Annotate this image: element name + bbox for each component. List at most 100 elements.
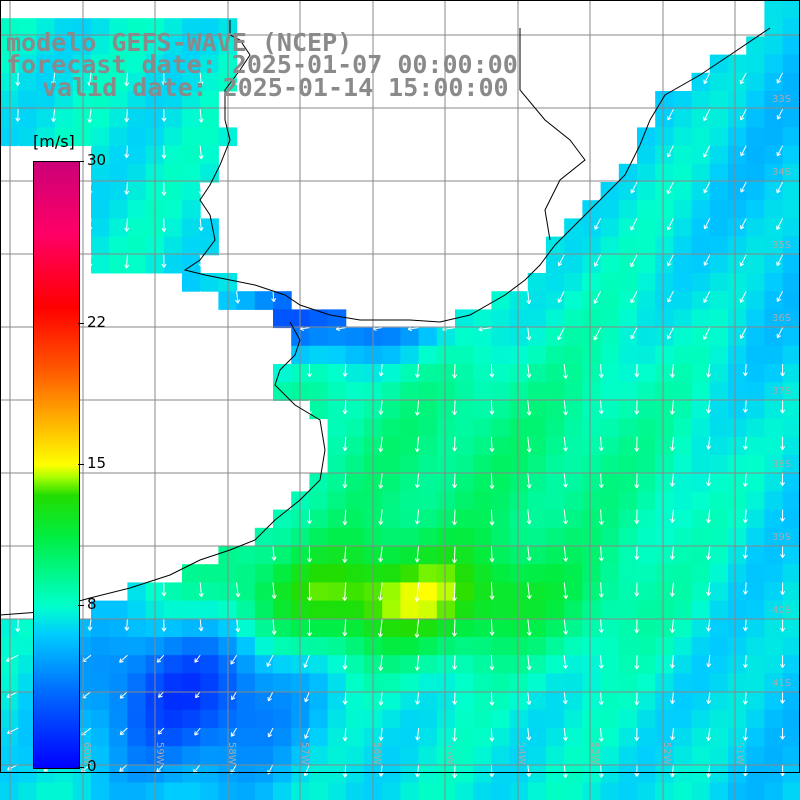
wind-cell — [764, 782, 784, 800]
wind-cell — [309, 582, 329, 602]
wind-arrow — [87, 72, 93, 87]
wind-cell — [746, 436, 765, 456]
wind-cell — [236, 618, 256, 638]
wind-cell — [564, 309, 583, 329]
wind-arrow — [598, 618, 604, 634]
wind-cell — [109, 637, 128, 656]
wind-cell — [400, 764, 420, 784]
wind-cell — [509, 455, 529, 474]
wind-cell — [309, 618, 329, 638]
wind-cell — [728, 327, 747, 347]
wind-cell — [0, 91, 19, 110]
wind-cell — [637, 473, 656, 492]
wind-cell — [564, 473, 583, 492]
wind-cell — [782, 691, 800, 711]
wind-cell — [200, 564, 219, 583]
wind-arrow — [452, 473, 458, 489]
wind-arrow — [415, 691, 421, 705]
wind-arrow — [119, 727, 128, 736]
wind-cell — [582, 655, 602, 674]
wind-cell — [455, 345, 474, 365]
wind-cell — [72, 54, 92, 74]
wind-cell — [491, 637, 511, 656]
wind-arrow — [124, 145, 130, 159]
wind-cell — [182, 273, 201, 292]
wind-cell — [473, 400, 492, 420]
wind-cell — [418, 673, 438, 693]
wind-cell — [345, 491, 365, 511]
wind-cell — [746, 364, 765, 383]
wind-cell — [764, 728, 784, 747]
wind-cell — [18, 728, 37, 747]
wind-cell — [764, 0, 784, 19]
wind-arrow — [563, 363, 568, 379]
wind-cell — [236, 673, 256, 693]
wind-cell — [236, 728, 256, 747]
wind-arrow — [378, 691, 384, 706]
wind-arrow — [526, 582, 532, 600]
wind-arrow — [669, 618, 675, 633]
wind-cell — [618, 546, 638, 565]
wind-cell — [91, 618, 110, 638]
wind-arrow — [15, 618, 21, 633]
wind-cell — [382, 400, 401, 420]
wind-cell — [655, 218, 674, 238]
wind-cell — [91, 91, 110, 110]
wind-cell — [418, 491, 438, 511]
wind-cell — [582, 455, 602, 474]
wind-arrow — [489, 582, 495, 600]
wind-cell — [54, 782, 74, 800]
wind-cell — [691, 236, 711, 256]
wind-cell — [709, 455, 729, 474]
wind-arrow — [742, 400, 748, 413]
wind-cell — [509, 564, 529, 583]
wind-cell — [18, 709, 37, 729]
wind-cell — [345, 509, 365, 529]
wind-cell — [746, 200, 765, 219]
wind-arrow — [562, 764, 568, 778]
wind-cell — [746, 546, 765, 565]
wind-cell — [600, 782, 620, 800]
wind-cell — [673, 582, 693, 602]
colorbar-tick-mark — [78, 605, 84, 607]
wind-cell — [728, 691, 747, 711]
wind-arrow — [378, 363, 384, 377]
wind-cell — [382, 509, 401, 529]
wind-cell — [54, 764, 74, 784]
wind-cell — [291, 782, 310, 800]
wind-cell — [764, 36, 784, 56]
wind-cell — [637, 509, 656, 529]
wind-cell — [691, 163, 711, 183]
wind-cell — [491, 782, 511, 800]
wind-cell — [709, 473, 729, 492]
wind-arrow — [267, 691, 274, 702]
wind-cell — [382, 600, 401, 620]
wind-cell — [527, 345, 547, 365]
wind-cell — [436, 618, 456, 638]
wind-cell — [764, 673, 784, 693]
wind-cell — [327, 637, 347, 656]
wind-cell — [345, 728, 365, 747]
wind-arrow — [526, 327, 532, 341]
wind-cell — [0, 709, 19, 729]
wind-cell — [655, 455, 674, 474]
wind-cell — [254, 618, 274, 638]
wind-cell — [582, 673, 602, 693]
wind-arrow — [87, 145, 93, 159]
wind-arrow — [161, 582, 167, 597]
wind-cell — [709, 163, 729, 183]
wind-cell — [18, 127, 37, 147]
wind-cell — [0, 72, 19, 92]
valid-date: valid date: 2025-01-14 15:00:00 — [42, 73, 509, 102]
wind-cell — [782, 600, 800, 620]
wind-arrow — [452, 655, 458, 670]
wind-cell — [582, 291, 602, 310]
wind-arrow — [598, 582, 604, 598]
wind-cell — [182, 782, 201, 800]
wind-arrow — [342, 691, 348, 705]
wind-cell — [564, 382, 583, 401]
wind-arrow — [557, 290, 565, 303]
wind-arrow — [231, 691, 238, 701]
wind-cell — [291, 564, 310, 583]
wind-arrow — [15, 181, 21, 196]
